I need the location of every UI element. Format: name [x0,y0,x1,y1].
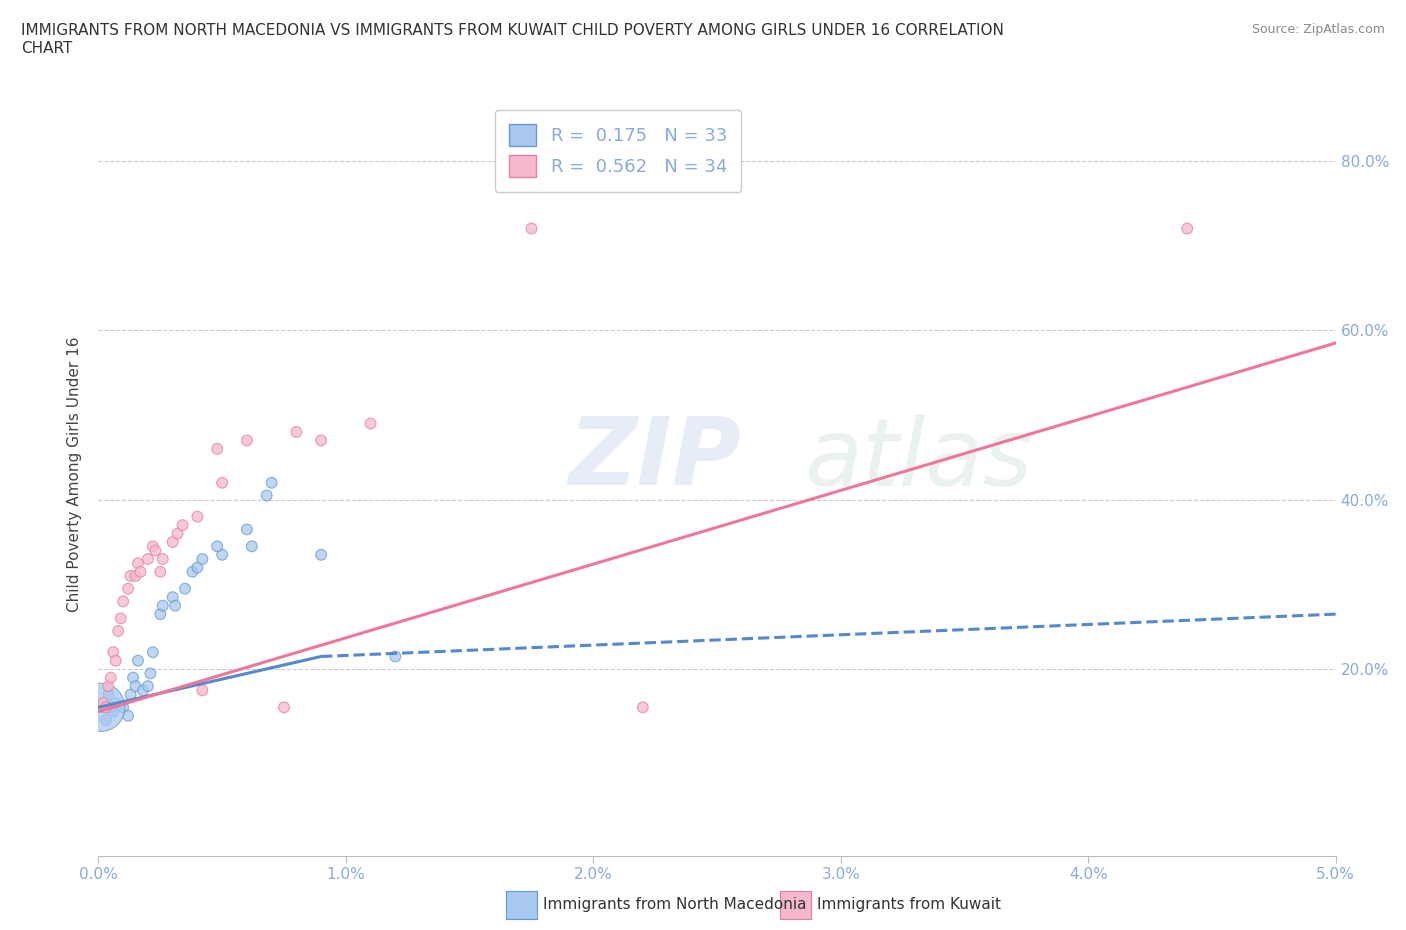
Point [236,522,259,537]
Point [205,538,228,553]
Point [162,535,184,550]
Point [166,526,188,541]
Point [631,700,654,715]
Point [211,548,233,563]
Point [186,560,208,575]
Point [181,565,204,579]
Point [127,653,149,668]
Y-axis label: Child Poverty Among Girls Under 16: Child Poverty Among Girls Under 16 [67,337,83,612]
Point [94,712,117,727]
Point [97,687,120,702]
Point [309,548,332,563]
Point [110,611,132,626]
Point [256,488,278,503]
Point [103,704,125,719]
Point [260,475,283,490]
Point [285,424,308,439]
Point [90,700,112,715]
Point [112,700,135,715]
Point [120,687,142,702]
Point [103,644,125,659]
Point [240,538,263,553]
Point [139,666,162,681]
Point [120,568,142,583]
Point [143,543,166,558]
Text: Immigrants from North Macedonia: Immigrants from North Macedonia [543,897,806,912]
Point [132,683,155,698]
Point [273,700,295,715]
Point [129,565,152,579]
Point [142,538,165,553]
Point [122,671,145,685]
Legend: R =  0.175   N = 33, R =  0.562   N = 34: R = 0.175 N = 33, R = 0.562 N = 34 [495,110,741,192]
Point [205,442,228,457]
Point [360,416,382,431]
Point [186,510,208,525]
Point [1175,221,1198,236]
Point [152,598,174,613]
Point [211,475,233,490]
Point [149,606,172,621]
Point [142,644,165,659]
Point [520,221,543,236]
Point [152,551,174,566]
Point [124,568,146,583]
Point [124,679,146,694]
Point [107,624,129,639]
Point [236,433,259,448]
Point [162,590,184,604]
Point [149,565,172,579]
Point [174,581,197,596]
Point [104,696,127,711]
Point [136,551,159,566]
Point [191,683,214,698]
Point [191,551,214,566]
Point [93,696,115,711]
Text: atlas: atlas [804,414,1032,505]
Point [127,556,149,571]
Point [94,700,117,715]
Point [117,709,139,724]
Point [112,594,135,609]
Point [104,653,127,668]
Point [384,649,406,664]
Text: Source: ZipAtlas.com: Source: ZipAtlas.com [1251,23,1385,36]
Point [136,679,159,694]
Point [97,679,120,694]
Text: Immigrants from Kuwait: Immigrants from Kuwait [817,897,1001,912]
Point [165,598,187,613]
Point [100,700,122,715]
Point [93,700,115,715]
Point [172,518,194,533]
Point [309,433,332,448]
Text: IMMIGRANTS FROM NORTH MACEDONIA VS IMMIGRANTS FROM KUWAIT CHILD POVERTY AMONG GI: IMMIGRANTS FROM NORTH MACEDONIA VS IMMIG… [21,23,1004,56]
Point [117,581,139,596]
Point [100,671,122,685]
Text: ZIP: ZIP [568,413,741,505]
